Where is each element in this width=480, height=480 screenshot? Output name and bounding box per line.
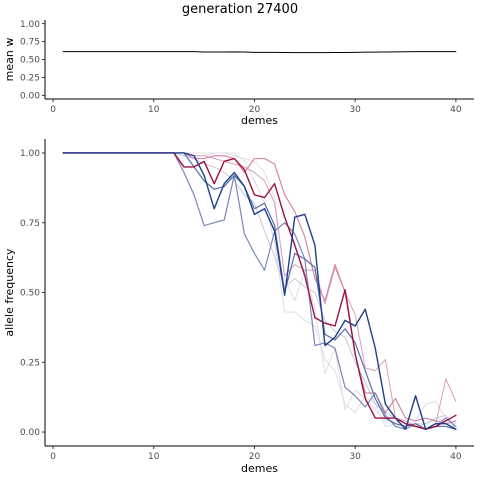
mean-w-x-tick-label: 40 xyxy=(450,105,462,115)
allele-frequency-x-tick-label: 40 xyxy=(450,452,462,462)
chart-title: generation 27400 xyxy=(182,2,298,17)
mean-w-x-tick-label: 10 xyxy=(148,105,160,115)
mean-w-y-tick-label: 0.75 xyxy=(20,38,40,48)
allele-frequency-x-axis-title: demes xyxy=(241,462,278,475)
allele-frequency-series-line-8 xyxy=(62,152,457,430)
allele-frequency-series-line-2 xyxy=(62,152,457,427)
mean-w-x-tick-label: 20 xyxy=(249,105,261,115)
mean-w-y-tick-label: 0.00 xyxy=(20,92,40,102)
mean-w-y-tick-label: 0.50 xyxy=(20,56,40,66)
allele-frequency-series-line-3 xyxy=(62,152,457,430)
allele-frequency-y-tick-label: 0.25 xyxy=(20,358,40,368)
allele-frequency-y-tick-label: 0.00 xyxy=(20,428,40,438)
allele-frequency-y-tick-label: 0.75 xyxy=(20,219,40,229)
allele-frequency-panel: 0.00 0.25 0.50 0.75 1.00 0 10 20 30 40 demes allele… xyxy=(3,139,474,475)
allele-frequency-x-tick-label: 30 xyxy=(349,452,361,462)
allele-frequency-series-line-1 xyxy=(62,152,457,427)
allele-frequency-series-line-7 xyxy=(62,152,457,430)
allele-frequency-y-axis-title: allele frequency xyxy=(3,248,16,337)
mean-w-y-tick-label: 1.00 xyxy=(20,20,40,30)
mean-w-y-axis-title: mean w xyxy=(3,38,16,82)
mean-w-x-tick-label: 30 xyxy=(349,105,361,115)
allele-frequency-series-line-6 xyxy=(62,152,457,430)
mean-w-x-axis-title: demes xyxy=(241,114,278,127)
allele-frequency-y-tick-label: 1.00 xyxy=(20,149,40,159)
allele-frequency-x-tick-label: 0 xyxy=(50,452,56,462)
mean-w-y-tick-label: 0.25 xyxy=(20,74,40,84)
mean-w-x-tick-label: 0 xyxy=(50,105,56,115)
allele-frequency-y-tick-label: 0.50 xyxy=(20,289,40,299)
allele-frequency-series-line-4 xyxy=(62,152,457,430)
allele-frequency-x-tick-label: 10 xyxy=(148,452,160,462)
mean-w-panel: 0.00 0.25 0.50 0.75 1.00 0 10 20 30 40 demes mean w xyxy=(3,20,474,127)
allele-frequency-x-tick-label: 20 xyxy=(249,452,261,462)
allele-frequency-series-line-9 xyxy=(62,152,457,430)
allele-frequency-series-line-5 xyxy=(62,152,457,425)
mean-w-series-line-1 xyxy=(62,51,457,54)
